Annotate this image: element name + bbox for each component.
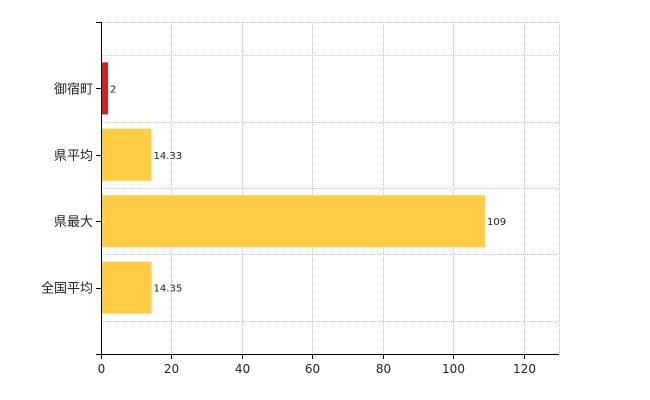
label-layer: 御宿町 2 県平均 14.33 県最大 109 全国平均 14.35 0 20 40 60 80 100 1…	[41, 81, 536, 376]
data-label: 14.33	[153, 151, 182, 162]
category-label: 全国平均	[41, 281, 93, 297]
category-label: 県最大	[54, 215, 93, 230]
grid-layer	[101, 22, 560, 354]
x-tick-label: 100	[442, 362, 465, 376]
data-label: 109	[487, 217, 506, 228]
data-label: 2	[110, 84, 116, 95]
x-tick-label: 60	[305, 362, 320, 376]
category-label: 御宿町	[54, 81, 93, 97]
data-label: 14.35	[154, 284, 183, 295]
x-tick-label: 0	[98, 362, 106, 376]
bar	[101, 62, 109, 115]
bar	[101, 261, 152, 314]
bar-layer	[101, 62, 486, 314]
x-tick-label: 80	[376, 362, 391, 376]
bar	[101, 128, 152, 181]
x-tick-label: 40	[235, 362, 250, 376]
x-tick-label: 20	[164, 362, 179, 376]
axis-layer	[96, 22, 559, 359]
category-label: 県平均	[54, 149, 93, 164]
x-tick-label: 120	[513, 362, 536, 376]
bar	[101, 195, 486, 248]
